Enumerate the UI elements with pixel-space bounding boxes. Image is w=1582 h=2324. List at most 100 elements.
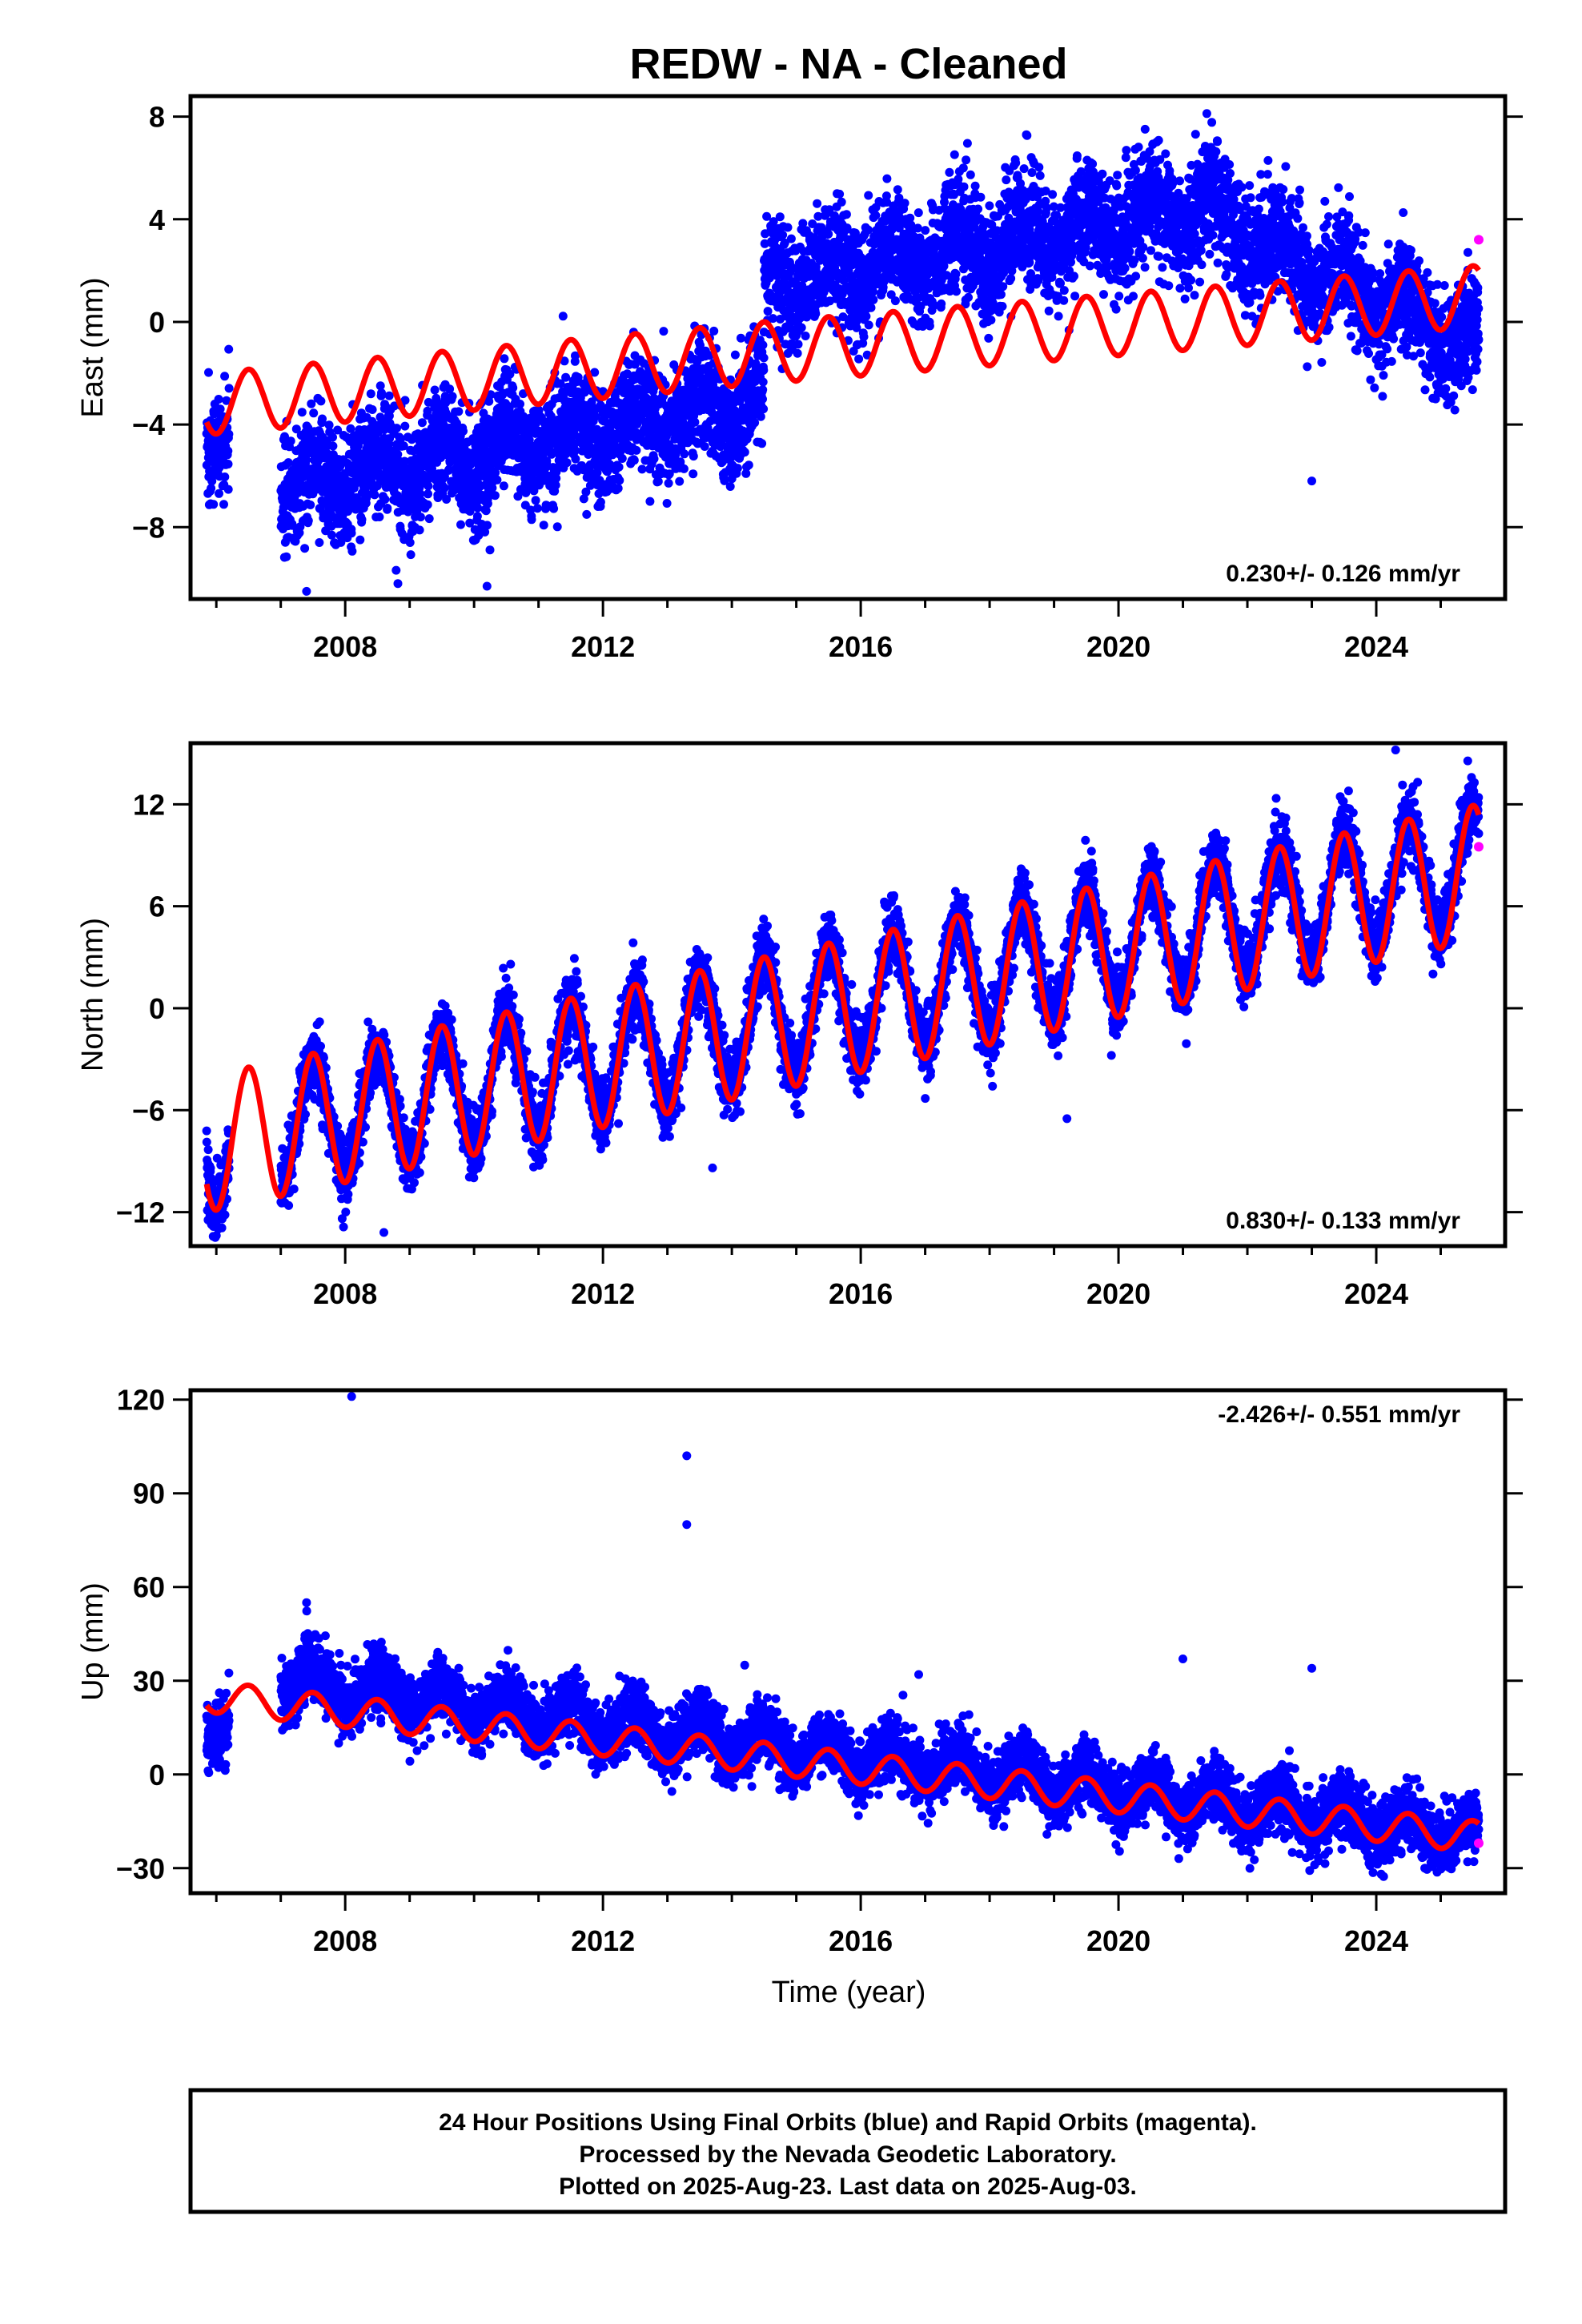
east-data-point <box>223 446 233 456</box>
east-data-point <box>637 464 647 474</box>
east-data-point <box>1054 312 1063 321</box>
east-data-point <box>736 333 745 343</box>
east-data-point <box>921 226 930 235</box>
east-data-point <box>890 296 900 306</box>
east-data-point <box>215 404 225 414</box>
east-data-point <box>962 155 971 165</box>
east-data-point <box>393 579 403 589</box>
east-data-point <box>552 522 562 532</box>
east-data-point <box>596 497 605 507</box>
east-data-point <box>680 449 689 459</box>
east-data-point <box>996 290 1006 300</box>
east-data-point <box>976 192 986 202</box>
east-data-point <box>1035 171 1045 180</box>
east-data-point <box>1034 163 1044 172</box>
east-data-point <box>415 525 424 535</box>
east-data-point <box>970 181 980 191</box>
east-data-point <box>303 516 313 525</box>
east-data-point <box>866 303 876 312</box>
east-data-point <box>370 490 379 500</box>
east-data-point <box>675 476 685 486</box>
east-data-point <box>1072 151 1082 160</box>
east-data-point <box>1129 292 1138 301</box>
east-final-orbit-points <box>202 109 1484 596</box>
east-data-point <box>416 513 425 522</box>
east-data-point <box>335 462 345 471</box>
east-data-point <box>355 535 365 545</box>
east-data-point <box>440 483 449 493</box>
east-data-point <box>508 383 518 392</box>
east-data-point <box>1070 292 1080 301</box>
east-data-point <box>869 287 877 296</box>
east-data-point <box>725 482 735 491</box>
east-data-point <box>690 417 700 427</box>
east-data-point <box>390 401 400 411</box>
east-data-point <box>1070 271 1078 281</box>
east-data-point <box>405 538 415 547</box>
east-data-point <box>841 210 851 219</box>
east-data-point <box>346 424 355 433</box>
east-data-point <box>280 432 289 441</box>
east-data-point <box>1134 143 1143 152</box>
east-data-point <box>384 391 394 400</box>
east-data-point <box>399 441 408 451</box>
east-data-point <box>882 174 892 183</box>
east-data-point <box>1019 164 1029 174</box>
east-data-point <box>900 199 909 208</box>
east-data-point <box>1025 258 1034 267</box>
east-data-point <box>582 509 592 519</box>
east-data-point <box>219 500 228 509</box>
east-data-point <box>709 326 719 336</box>
east-data-point <box>333 425 343 435</box>
east-data-point <box>417 418 427 428</box>
east-data-point <box>456 520 465 529</box>
east-data-point <box>430 385 440 395</box>
east-data-point <box>424 397 433 407</box>
east-data-point <box>758 394 767 404</box>
east-data-point <box>428 464 436 473</box>
east-data-point <box>797 323 806 332</box>
east-data-point <box>1112 181 1122 191</box>
east-data-point <box>700 442 709 451</box>
east-data-point <box>959 182 969 191</box>
east-data-point <box>1111 304 1121 314</box>
east-data-point <box>998 282 1008 292</box>
east-data-point <box>1088 159 1098 169</box>
east-data-point <box>224 344 234 354</box>
east-data-point <box>1113 171 1122 180</box>
east-data-point <box>306 501 315 509</box>
east-data-point <box>220 472 230 481</box>
east-data-point <box>328 441 338 451</box>
east-data-point <box>377 388 386 398</box>
east-data-point <box>347 546 357 556</box>
east-data-point <box>759 353 769 363</box>
east-data-point <box>950 150 959 159</box>
east-data-point <box>614 462 624 472</box>
east-data-point <box>423 500 432 509</box>
east-data-point <box>662 499 672 508</box>
east-data-point <box>613 484 623 493</box>
east-data-point <box>327 530 336 540</box>
east-data-point <box>324 420 334 430</box>
east-data-point <box>1048 190 1058 199</box>
east-data-point <box>786 234 796 243</box>
east-data-point <box>632 445 641 455</box>
east-data-point <box>645 497 655 506</box>
east-data-point <box>209 500 219 509</box>
east-data-point <box>1022 131 1032 140</box>
east-data-point <box>653 476 663 486</box>
east-data-point <box>393 449 403 459</box>
east-data-point <box>357 515 367 525</box>
east-data-point <box>964 292 973 302</box>
east-data-point <box>1044 306 1054 316</box>
east-data-point <box>343 507 353 516</box>
east-data-point <box>958 163 968 173</box>
east-data-point <box>375 513 384 521</box>
east-data-point <box>763 307 773 316</box>
east-data-point <box>363 490 373 500</box>
east-data-point <box>472 512 482 521</box>
east-data-point <box>424 514 434 524</box>
east-data-point <box>811 309 821 319</box>
east-data-point <box>214 395 223 404</box>
